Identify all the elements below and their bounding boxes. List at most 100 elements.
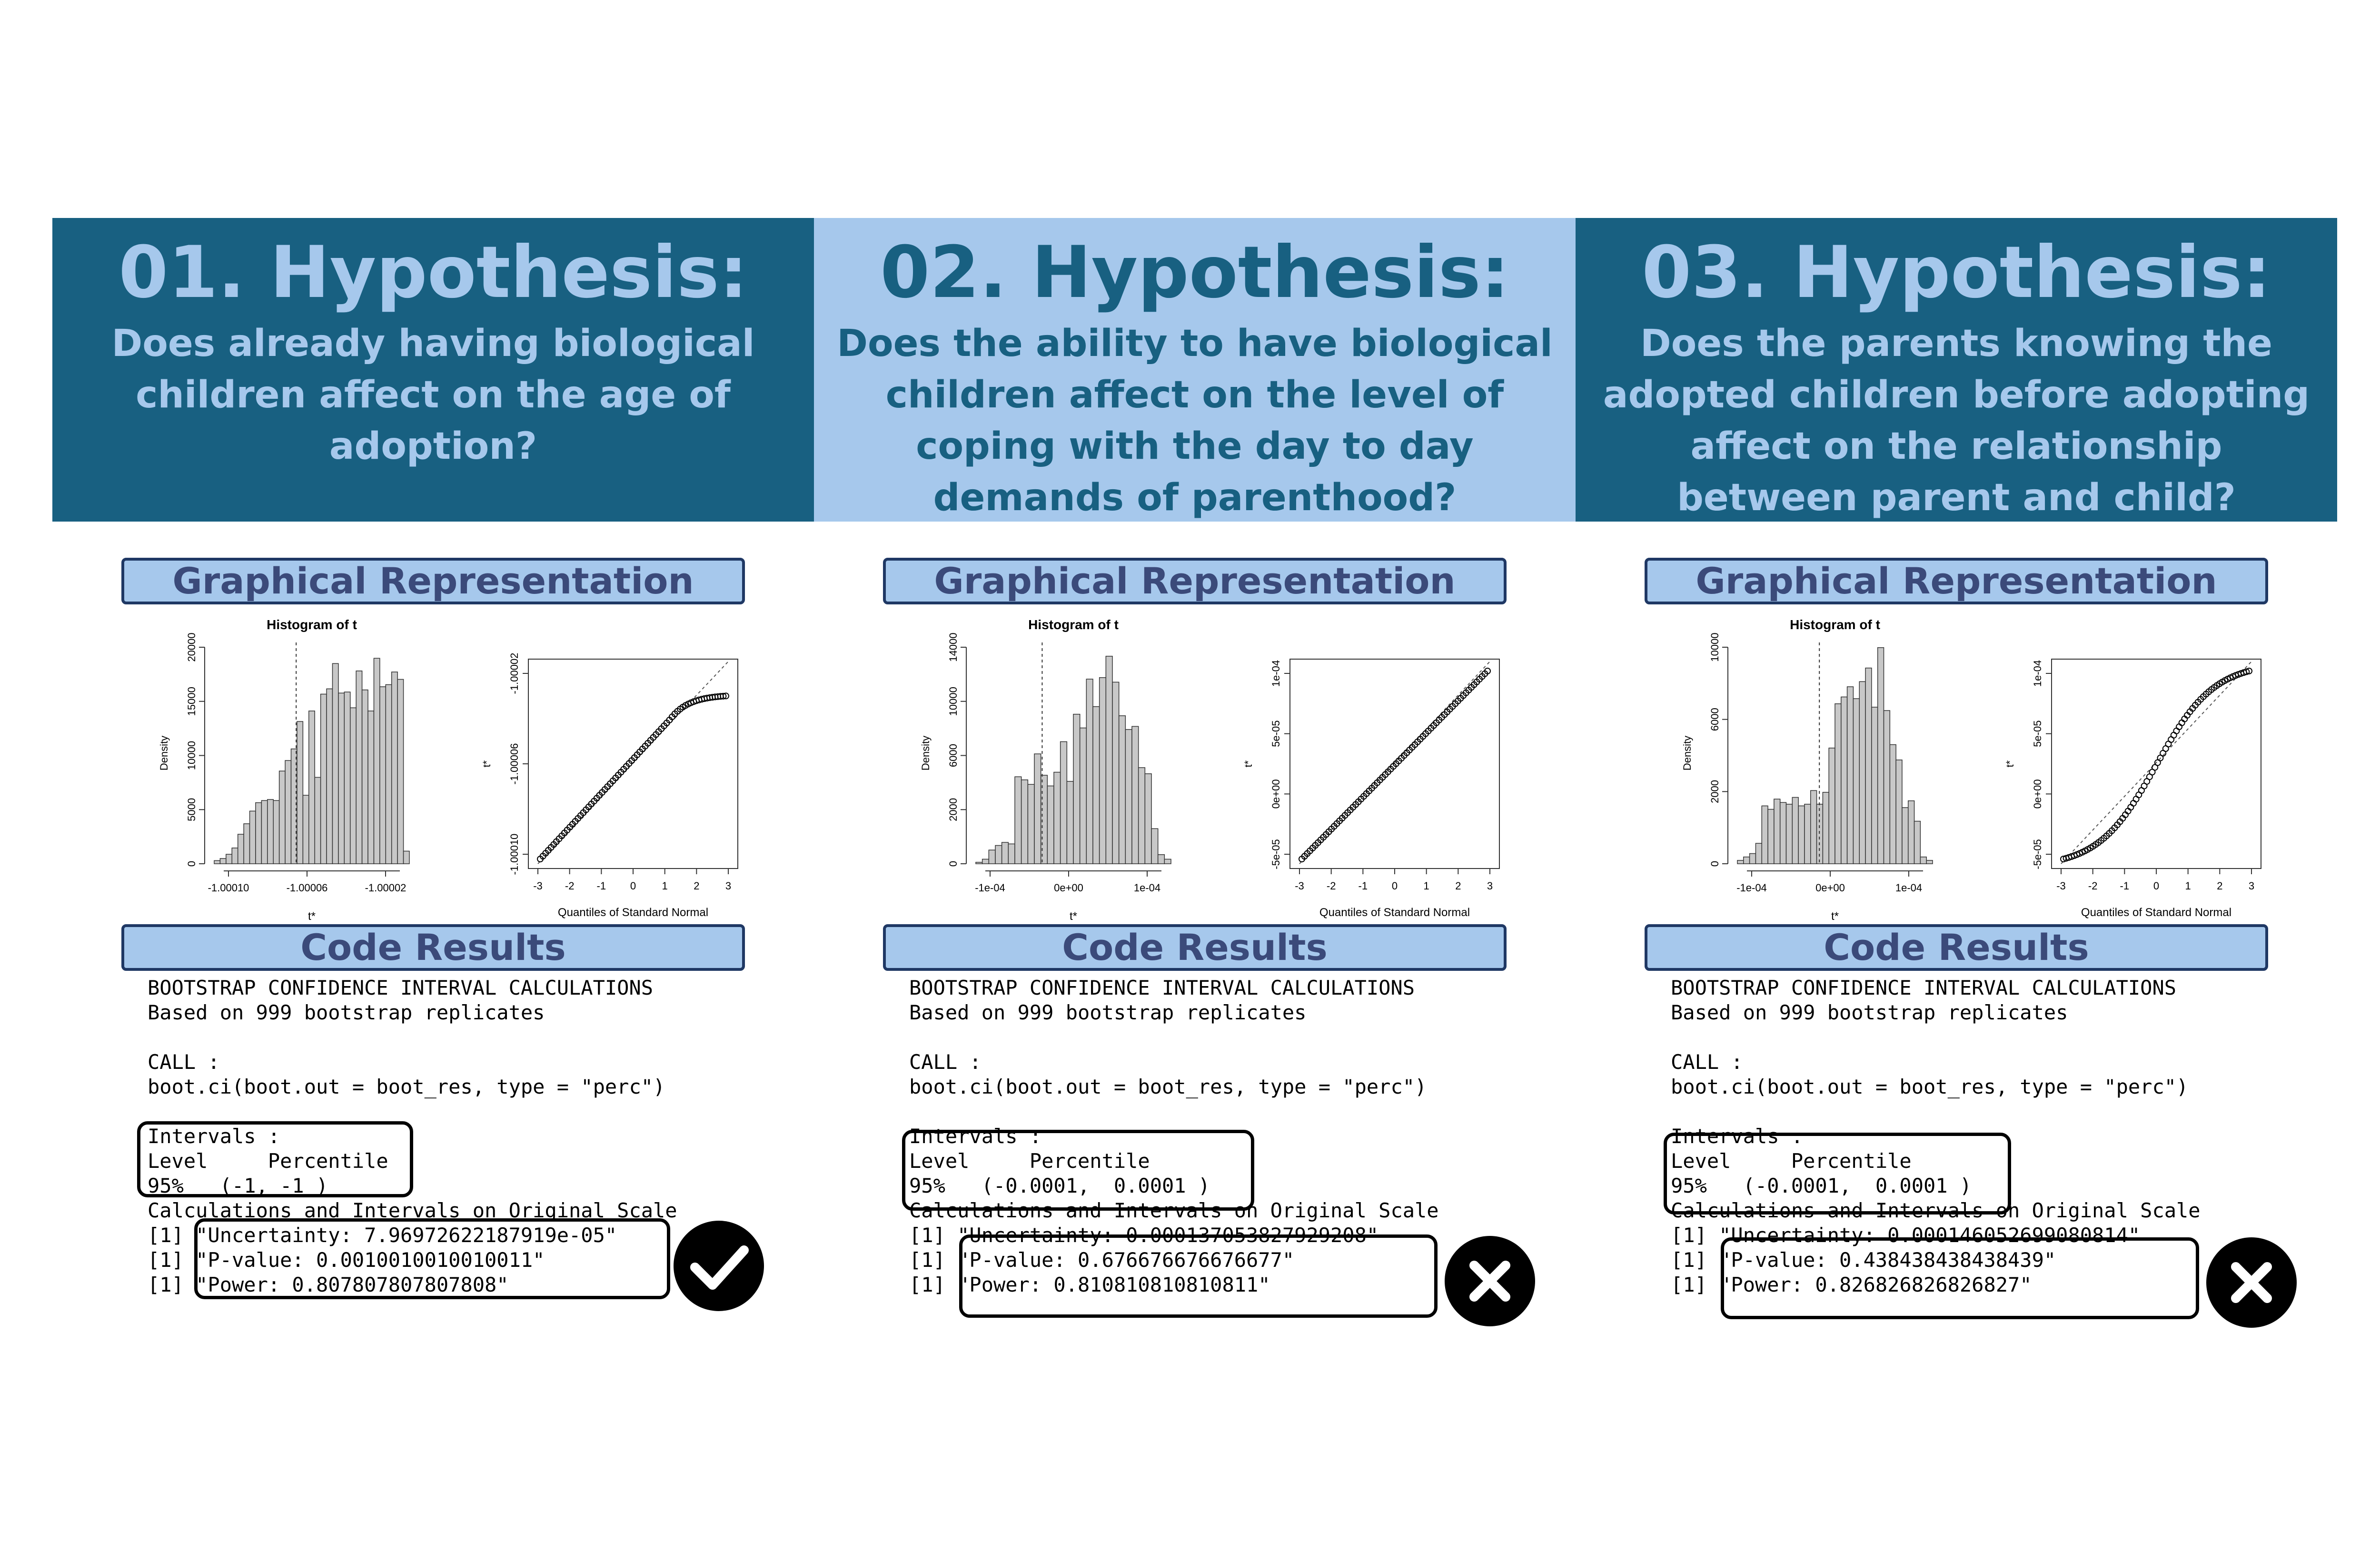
x-tick-label: 2 — [2217, 880, 2222, 892]
histogram-bar — [226, 854, 233, 864]
x-tick-label: -2 — [2088, 880, 2098, 892]
qq-point — [720, 692, 727, 700]
code-line — [909, 1099, 1566, 1124]
code-section-label: Code Results — [1645, 924, 2268, 971]
hypothesis-question: Does already having biological children … — [111, 322, 755, 468]
x-tick-label: 0 — [630, 880, 636, 892]
graph-section-label: Graphical Representation — [121, 558, 745, 604]
y-tick-label: -1.00002 — [508, 653, 520, 694]
x-tick-label: 1 — [662, 880, 668, 892]
qq-point — [1484, 668, 1491, 674]
histogram-bar — [1828, 748, 1835, 864]
histogram-bar — [403, 850, 410, 864]
histogram-bar — [1914, 820, 1921, 864]
qq-point — [2243, 668, 2250, 675]
histogram-bar — [255, 802, 262, 864]
x-tick-label: 3 — [2249, 880, 2254, 892]
x-tick-label: -1.00010 — [208, 882, 249, 894]
code-line: [1] "Uncertainty: 0.000146052699080814" — [1671, 1224, 2141, 1247]
histogram-bar — [1889, 744, 1896, 864]
y-tick-label: 2000 — [1709, 780, 1721, 803]
code-line: Intervals : — [909, 1125, 1042, 1148]
histogram-bar — [373, 658, 380, 864]
histogram-bar — [1053, 771, 1061, 864]
code-section-label: Code Results — [883, 924, 1507, 971]
code-line — [148, 1025, 804, 1050]
code-line: boot.ci(boot.out = boot_res, type = "per… — [148, 1075, 665, 1098]
histogram-bar — [1066, 781, 1074, 864]
hypothesis-panel-2: 02. Hypothesis: Does the ability to have… — [814, 0, 1576, 1560]
qq-point — [2170, 731, 2177, 739]
code-line: Intervals : — [1671, 1125, 1804, 1148]
histogram-bar — [391, 671, 398, 864]
histogram-bar — [1846, 686, 1854, 864]
y-tick-label: 5000 — [186, 798, 198, 821]
histogram-bar — [1118, 715, 1126, 864]
histogram-bar — [1021, 779, 1029, 864]
histogram-bar — [995, 845, 1002, 864]
y-tick-label: 20000 — [186, 632, 198, 662]
histogram-bar — [285, 760, 292, 864]
qq-reference-line — [2061, 661, 2252, 864]
x-tick-label: -1 — [1359, 880, 1368, 892]
cross-icon — [2206, 1237, 2297, 1328]
histogram-bar — [1883, 710, 1891, 864]
code-line: 95% (-1, -1 ) — [148, 1174, 328, 1197]
histogram-bar — [1105, 656, 1113, 864]
x-tick-label: -1.00002 — [365, 882, 407, 894]
histogram-bar — [1743, 856, 1750, 864]
histogram-bar — [273, 800, 280, 864]
qq-point — [2176, 723, 2183, 731]
code-line: [1] "P-value: 0.0010010010010011" — [148, 1248, 545, 1272]
code-line: Intervals : — [148, 1125, 280, 1148]
hypothesis-question: Does the parents knowing the adopted chi… — [1603, 322, 2310, 519]
qq-reference-line — [1299, 661, 1490, 864]
histogram-bar — [1112, 681, 1120, 864]
histogram-bar — [1841, 696, 1848, 864]
plots-svg: Histogram of t 0 2000 6000 10000 Density -1e-0… — [1681, 617, 2261, 923]
y-tick-label: 10000 — [1709, 632, 1721, 662]
code-line: [1] "P-value: 0.676676676676677" — [909, 1248, 1295, 1272]
plots-svg: Histogram of t 0 5000 10000 15000 20000 Densit… — [158, 617, 738, 923]
code-line: 95% (-0.0001, 0.0001 ) — [909, 1174, 1210, 1197]
code-section-label: Code Results — [121, 924, 745, 971]
y-tick-label: -1.00010 — [508, 834, 520, 875]
y-axis-label: Density — [920, 736, 932, 770]
histogram-bar — [1144, 773, 1152, 864]
code-line: CALL : — [148, 1050, 220, 1074]
histogram-bar — [1027, 784, 1035, 864]
cross-icon — [1445, 1236, 1535, 1326]
histogram-bar — [1047, 785, 1054, 864]
x-tick-label: 3 — [725, 880, 731, 892]
code-line: Based on 999 bootstrap replicates — [909, 1001, 1307, 1024]
y-tick-label: 14000 — [947, 632, 959, 662]
histogram-bar — [308, 711, 315, 864]
code-line: Level Percentile — [909, 1149, 1150, 1173]
code-line: Based on 999 bootstrap replicates — [148, 1001, 545, 1024]
histogram-bar — [261, 800, 268, 864]
histogram-bar — [1099, 677, 1107, 864]
x-tick-label: 1e-04 — [1134, 882, 1160, 894]
x-tick-label: -3 — [1295, 880, 1304, 892]
code-results: BOOTSTRAP CONFIDENCE INTERVAL CALCULATIO… — [148, 976, 804, 1297]
y-tick-label: 0 — [186, 861, 198, 867]
histogram-bar — [975, 862, 983, 864]
histogram-bar — [1908, 800, 1915, 864]
histogram-bar — [1737, 860, 1744, 864]
code-line — [1671, 1025, 2328, 1050]
intervals-box — [902, 1130, 1254, 1211]
code-results: BOOTSTRAP CONFIDENCE INTERVAL CALCULATIO… — [1671, 976, 2328, 1297]
y-tick-label: -5e-05 — [2032, 839, 2043, 869]
code-line: [1] "Power: 0.810810810810811" — [909, 1273, 1270, 1296]
histogram-bar — [1151, 828, 1159, 864]
histogram-bar — [332, 663, 339, 864]
histogram-bar — [326, 688, 333, 864]
y-tick-label: 6000 — [1709, 708, 1721, 731]
x-tick-label: 1e-04 — [1895, 882, 1922, 894]
code-line: [1] "Power: 0.807807807807808" — [148, 1273, 509, 1296]
y-tick-label: 10000 — [947, 687, 959, 716]
histogram-bar — [1822, 792, 1829, 864]
qq-point — [2130, 800, 2137, 807]
histogram-bar — [314, 777, 321, 864]
hypothesis-panel-3: 03. Hypothesis: Does the parents knowing… — [1576, 0, 2337, 1560]
